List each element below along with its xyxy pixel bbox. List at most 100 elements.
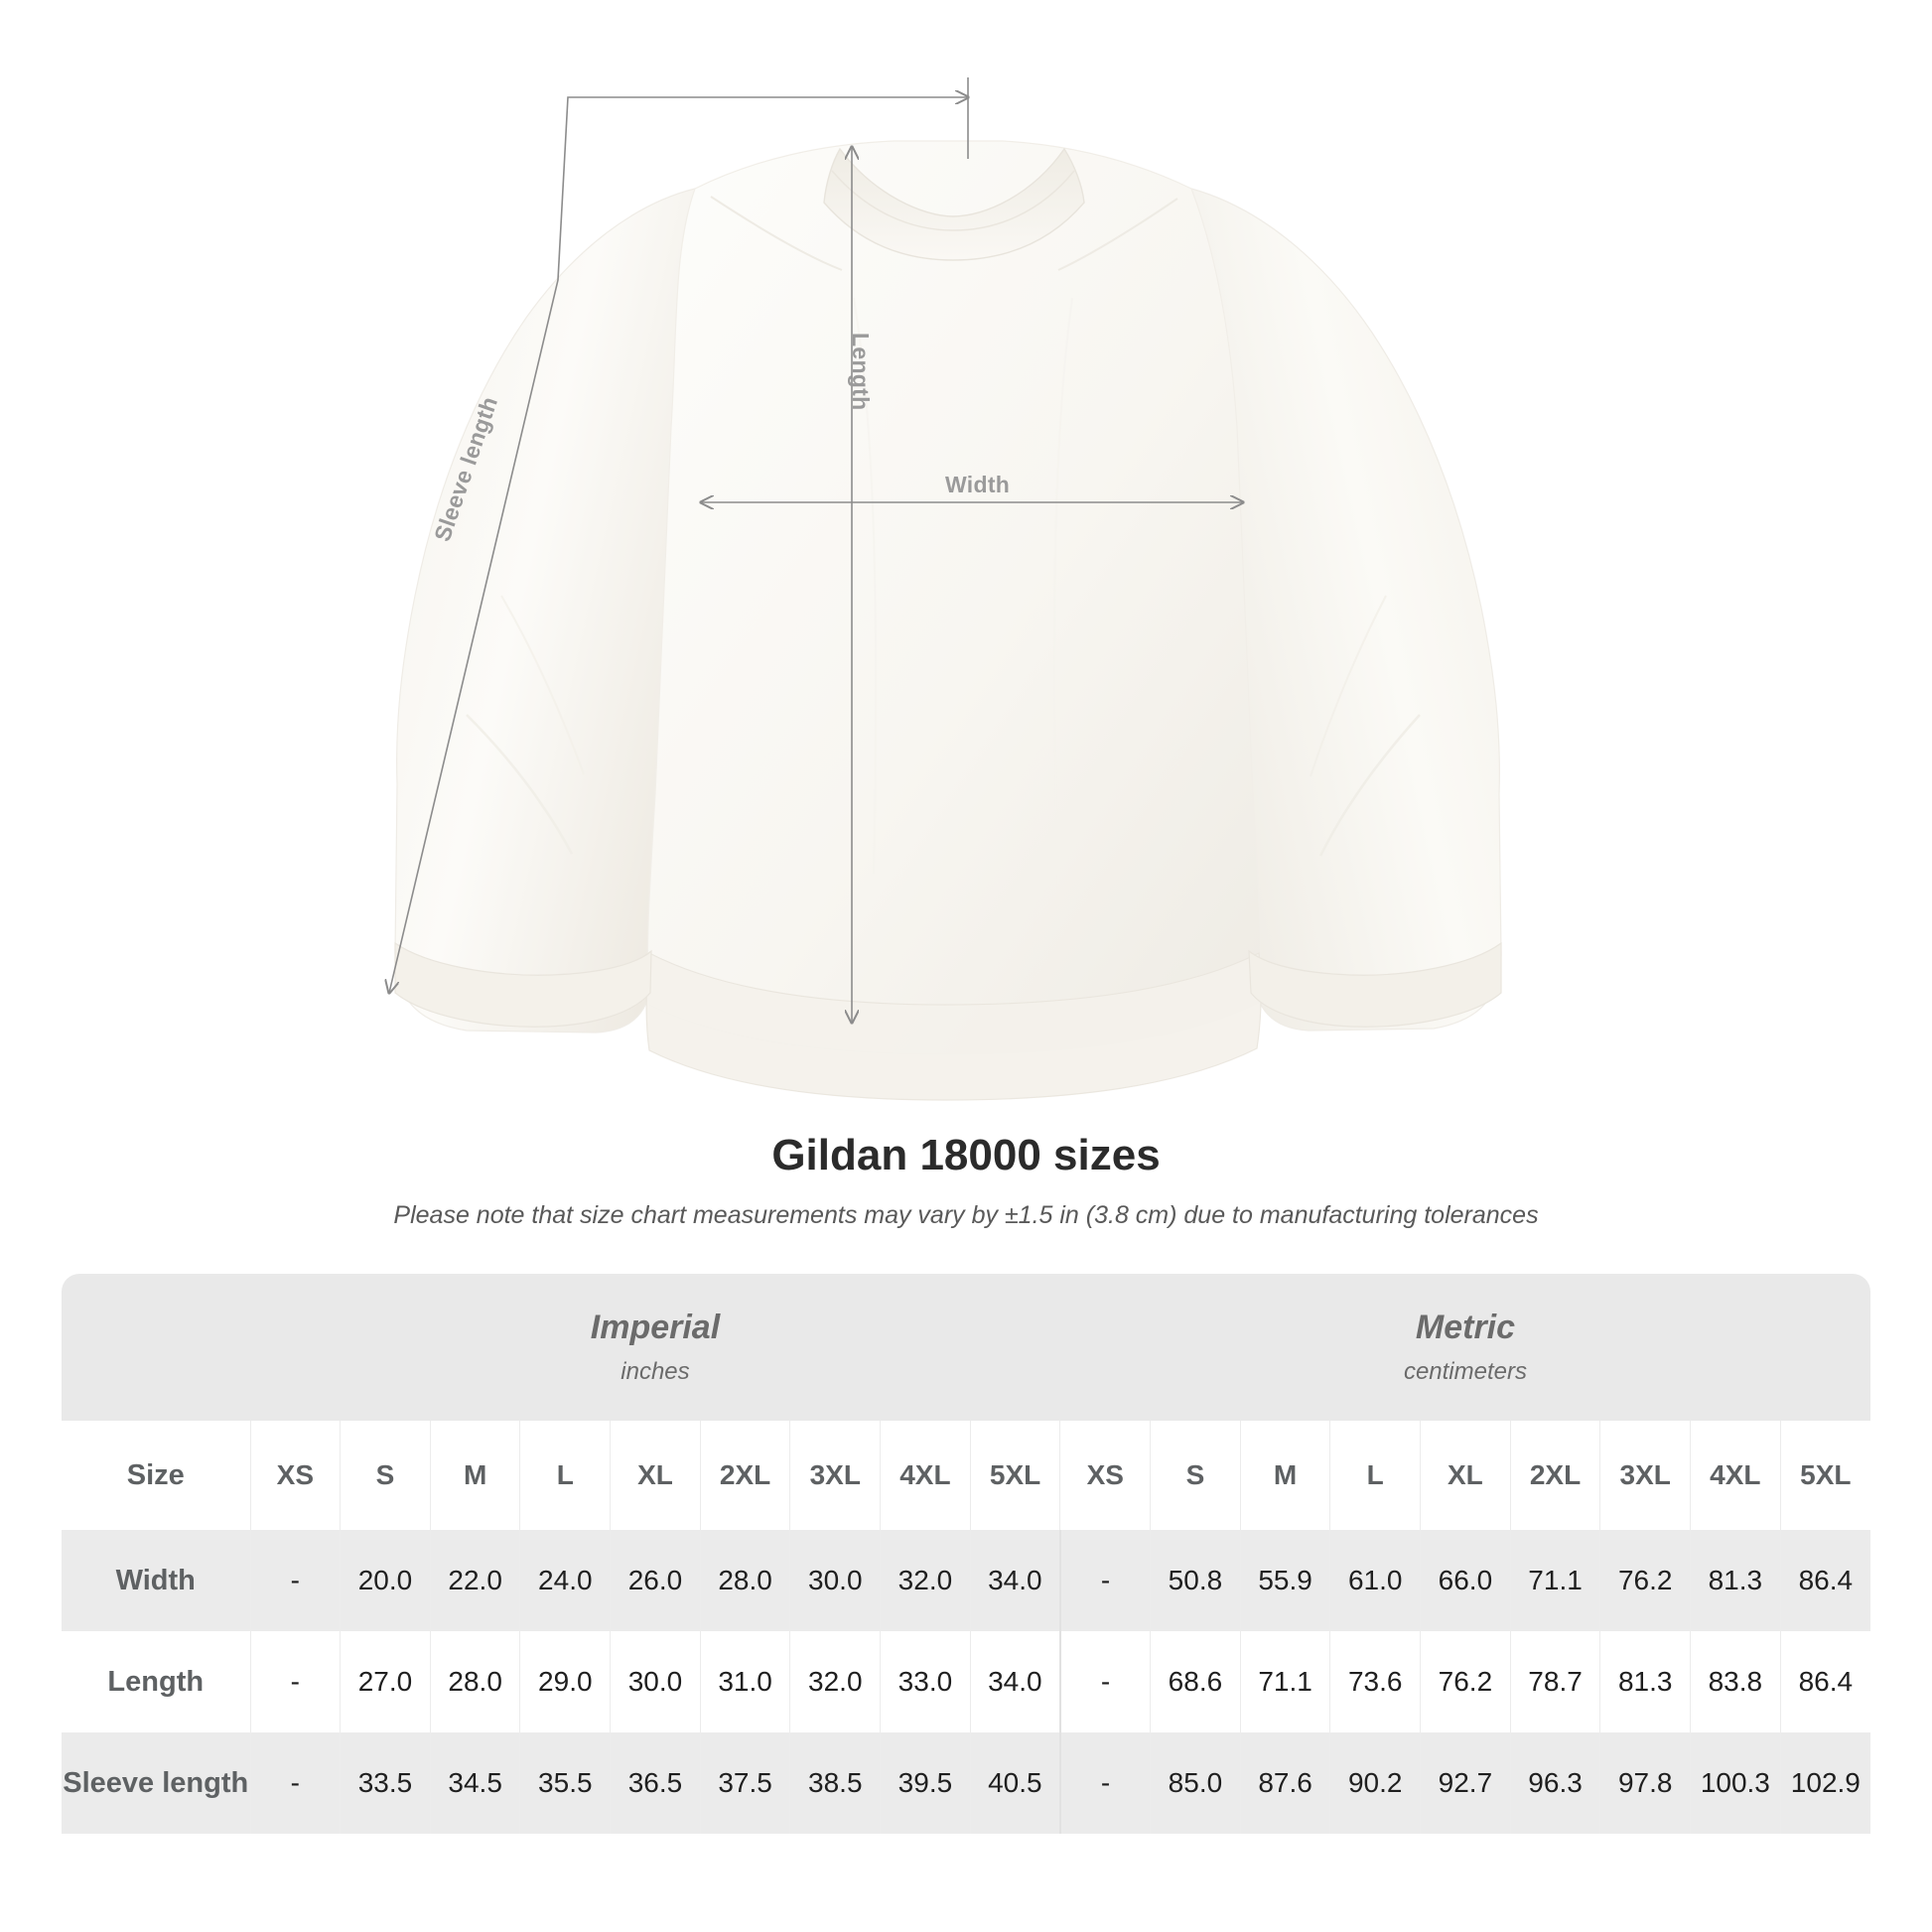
cell-imperial-width-m: 22.0 (429, 1530, 520, 1631)
cell-imperial-length-s: 27.0 (340, 1631, 431, 1732)
cell-imperial-length-4xl: 33.0 (880, 1631, 971, 1732)
table-unit-header-row: Imperial inches Metric centimeters (62, 1274, 1870, 1421)
size-header-imperial-4xl: 4XL (880, 1421, 971, 1530)
cell-imperial-width-xs: - (249, 1530, 341, 1631)
size-header-imperial-2xl: 2XL (699, 1421, 790, 1530)
body (646, 140, 1262, 1055)
cell-imperial-sleeve-length-m: 34.5 (429, 1732, 520, 1834)
size-header-metric-xs: XS (1059, 1421, 1151, 1530)
cell-metric-length-4xl: 83.8 (1690, 1631, 1781, 1732)
size-header-imperial-xs: XS (249, 1421, 341, 1530)
cell-metric-width-5xl: 86.4 (1779, 1530, 1870, 1631)
row-label-width: Width (62, 1530, 250, 1631)
cell-imperial-length-3xl: 32.0 (789, 1631, 881, 1732)
cell-metric-length-2xl: 78.7 (1509, 1631, 1600, 1732)
cell-metric-sleeve-length-xs: - (1058, 1732, 1151, 1834)
cell-metric-length-3xl: 81.3 (1599, 1631, 1691, 1732)
cell-imperial-length-5xl: 34.0 (969, 1631, 1060, 1732)
cell-metric-width-3xl: 76.2 (1599, 1530, 1691, 1631)
cell-metric-width-xs: - (1058, 1530, 1151, 1631)
size-header-imperial-xl: XL (610, 1421, 701, 1530)
cell-metric-length-l: 73.6 (1329, 1631, 1421, 1732)
page-subtitle: Please note that size chart measurements… (393, 1201, 1539, 1230)
table-row: Sleeve length -33.5 34.5 35.5 36.5 37.5 38.5 39… (62, 1732, 1870, 1834)
size-table: Imperial inches Metric centimeters Size XS S M L… (62, 1274, 1870, 1834)
cell-metric-width-2xl: 71.1 (1509, 1530, 1600, 1631)
cell-imperial-width-3xl: 30.0 (789, 1530, 881, 1631)
size-header-metric-4xl: 4XL (1690, 1421, 1781, 1530)
chart-title-block: Gildan 18000 sizes Please note that size… (0, 1131, 1932, 1230)
diagram-label-length: Length (848, 333, 874, 411)
size-header-metric-xl: XL (1420, 1421, 1511, 1530)
cell-imperial-width-5xl: 34.0 (969, 1530, 1060, 1631)
sleeve-guide-line (389, 97, 968, 993)
unit-header-metric: Metric centimeters (1059, 1274, 1870, 1421)
cell-imperial-width-l: 24.0 (519, 1530, 611, 1631)
cell-metric-sleeve-length-5xl: 102.9 (1779, 1732, 1870, 1834)
table-size-header-row: Size XS S M L XL 2XL 3XL 4XL 5XL XS S M L XL 2XL 3XL 4XL 5… (62, 1421, 1870, 1530)
page-title: Gildan 18000 sizes (771, 1131, 1161, 1179)
size-header-label: Size (62, 1421, 250, 1530)
row-label-length: Length (62, 1631, 250, 1732)
cell-metric-sleeve-length-l: 90.2 (1329, 1732, 1421, 1834)
unit-sub-imperial: inches (621, 1357, 690, 1385)
size-header-metric-3xl: 3XL (1599, 1421, 1691, 1530)
cell-metric-length-5xl: 86.4 (1779, 1631, 1870, 1732)
cell-imperial-sleeve-length-5xl: 40.5 (969, 1732, 1060, 1834)
size-header-metric-5xl: 5XL (1779, 1421, 1870, 1530)
size-header-metric-2xl: 2XL (1509, 1421, 1600, 1530)
cell-metric-length-xs: - (1058, 1631, 1151, 1732)
cell-metric-width-4xl: 81.3 (1690, 1530, 1781, 1631)
cell-metric-sleeve-length-2xl: 96.3 (1509, 1732, 1600, 1834)
cell-imperial-sleeve-length-xl: 36.5 (610, 1732, 701, 1834)
cell-metric-length-s: 68.6 (1150, 1631, 1241, 1732)
cell-imperial-length-xl: 30.0 (610, 1631, 701, 1732)
size-header-imperial-5xl: 5XL (969, 1421, 1060, 1530)
size-header-imperial-m: M (429, 1421, 520, 1530)
cell-metric-sleeve-length-4xl: 100.3 (1690, 1732, 1781, 1834)
cell-metric-sleeve-length-s: 85.0 (1150, 1732, 1241, 1834)
cell-imperial-sleeve-length-3xl: 38.5 (789, 1732, 881, 1834)
size-chart-illustration: Length Width Sleeve length (0, 77, 1502, 1101)
garment-illustration (394, 140, 1502, 1101)
size-header-imperial-s: S (340, 1421, 431, 1530)
cell-imperial-width-4xl: 32.0 (880, 1530, 971, 1631)
cell-imperial-width-xl: 26.0 (610, 1530, 701, 1631)
cell-imperial-sleeve-length-xs: - (249, 1732, 341, 1834)
size-header-imperial-3xl: 3XL (789, 1421, 881, 1530)
size-header-metric-l: L (1329, 1421, 1421, 1530)
cell-metric-length-m: 71.1 (1239, 1631, 1330, 1732)
cell-imperial-sleeve-length-2xl: 37.5 (699, 1732, 790, 1834)
size-header-imperial-l: L (519, 1421, 611, 1530)
cell-imperial-length-l: 29.0 (519, 1631, 611, 1732)
cell-imperial-length-xs: - (249, 1631, 341, 1732)
cell-metric-width-l: 61.0 (1329, 1530, 1421, 1631)
right-cuff (1248, 941, 1502, 1028)
cell-imperial-length-2xl: 31.0 (699, 1631, 790, 1732)
cell-metric-width-s: 50.8 (1150, 1530, 1241, 1631)
table-row: Width -20.0 22.0 24.0 26.0 28.0 30.0 32.0 34.0-5… (62, 1530, 1870, 1631)
cell-imperial-length-m: 28.0 (429, 1631, 520, 1732)
measurement-guides (389, 77, 1243, 1023)
cell-metric-width-xl: 66.0 (1420, 1530, 1511, 1631)
cell-metric-sleeve-length-3xl: 97.8 (1599, 1732, 1691, 1834)
cell-imperial-width-s: 20.0 (340, 1530, 431, 1631)
unit-header-spacer (62, 1274, 250, 1421)
row-label-sleeve-length: Sleeve length (62, 1732, 250, 1834)
cell-imperial-sleeve-length-l: 35.5 (519, 1732, 611, 1834)
unit-header-imperial: Imperial inches (250, 1274, 1060, 1421)
diagram-label-width: Width (945, 472, 1011, 497)
cell-imperial-sleeve-length-4xl: 39.5 (880, 1732, 971, 1834)
cell-metric-width-m: 55.9 (1239, 1530, 1330, 1631)
size-table-container: Imperial inches Metric centimeters Size XS S M L… (62, 1274, 1870, 1834)
cell-metric-sleeve-length-xl: 92.7 (1420, 1732, 1511, 1834)
cell-metric-sleeve-length-m: 87.6 (1239, 1732, 1330, 1834)
cell-imperial-sleeve-length-s: 33.5 (340, 1732, 431, 1834)
table-row: Length -27.0 28.0 29.0 30.0 31.0 32.0 33.0 34.0-… (62, 1631, 1870, 1732)
bottom-hem (645, 952, 1262, 1101)
unit-sub-metric: centimeters (1403, 1357, 1527, 1385)
size-header-metric-m: M (1239, 1421, 1330, 1530)
size-header-metric-s: S (1150, 1421, 1241, 1530)
cell-imperial-width-2xl: 28.0 (699, 1530, 790, 1631)
cell-metric-length-xl: 76.2 (1420, 1631, 1511, 1732)
